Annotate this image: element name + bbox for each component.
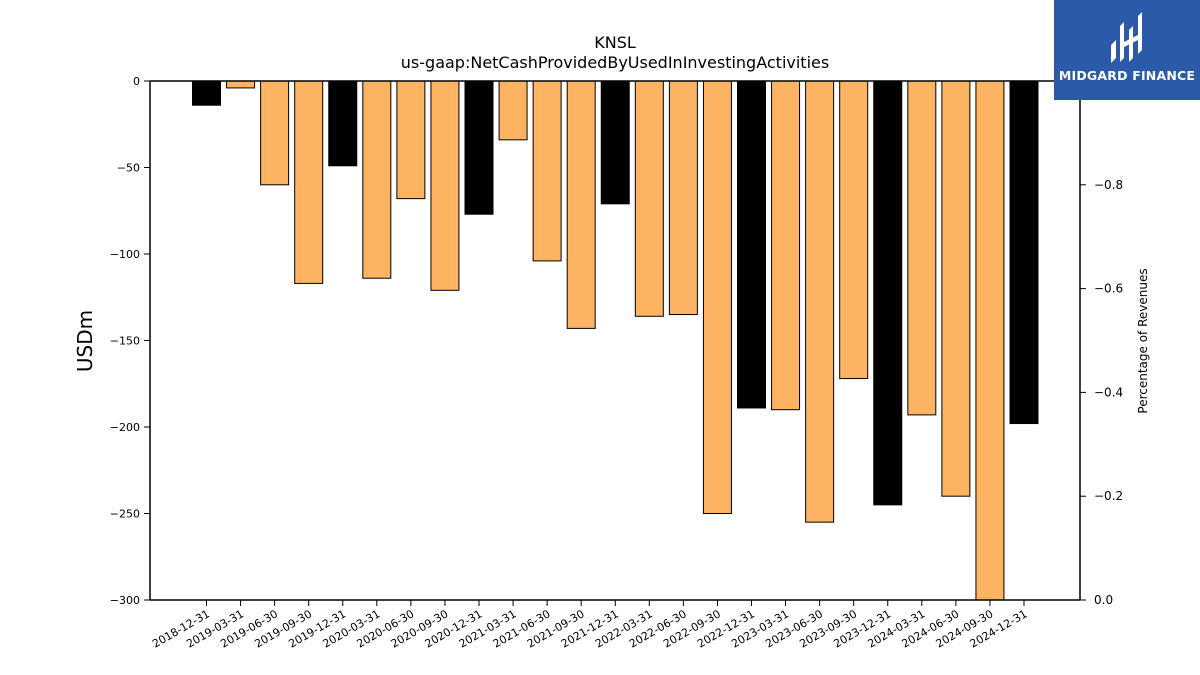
bar-2021-09-30 [566,80,596,329]
logo-text: MIDGARD FINANCE [1058,68,1196,83]
y-tick-label: 0 [133,75,140,88]
bar-2023-12-31 [873,80,903,506]
bar-2021-03-31 [498,80,528,141]
bar-2023-09-30 [839,80,869,380]
bar-2018-12-31 [192,80,221,106]
bars [192,80,1039,601]
bar-2019-06-30 [260,80,290,186]
bar-2024-09-30 [975,80,1005,601]
bar-2020-09-30 [430,80,460,291]
y-tick-label: −300 [110,594,140,607]
chart-title: KNSL [594,33,636,52]
bar-2022-03-31 [634,80,664,317]
y-tick-label: −100 [110,248,140,261]
y2-tick-label: −0.2 [1094,489,1123,503]
chart-subtitle: us-gaap:NetCashProvidedByUsedInInvesting… [401,53,829,72]
bar-2020-12-31 [464,80,494,215]
y2-axis-label: Percentage of Revenues [1136,268,1150,413]
y-tick-label: −200 [110,421,140,434]
bar-2024-06-30 [941,80,971,497]
bar-2020-06-30 [396,80,426,200]
logo-mark-icon [1111,12,1142,63]
bar-2020-03-31 [362,80,392,279]
bar-2022-09-30 [702,80,732,514]
bar-2023-06-30 [805,80,835,523]
bar-2023-03-31 [771,80,801,411]
y-axis-label: USDm [73,310,97,372]
y2-tick-label: −0.8 [1094,178,1123,192]
y-tick-label: −50 [117,162,140,175]
y-tick-label: −250 [110,508,140,521]
bar-2019-03-31 [226,80,256,89]
y2-tick-label: −0.6 [1094,282,1123,296]
bar-2019-09-30 [294,80,324,284]
bar-2021-12-31 [600,80,630,205]
y2-tick-label: 0.0 [1094,593,1113,607]
midgard-finance-logo: MIDGARD FINANCE [1054,0,1200,100]
bar-2019-12-31 [328,80,358,167]
bar-2022-06-30 [668,80,698,316]
y-tick-label: −150 [110,335,140,348]
bar-2022-12-31 [737,80,766,409]
bar-2024-03-31 [907,80,937,416]
bar-2024-12-31 [1009,80,1039,425]
bar-2021-06-30 [532,80,562,262]
y2-tick-label: −0.4 [1094,385,1123,399]
